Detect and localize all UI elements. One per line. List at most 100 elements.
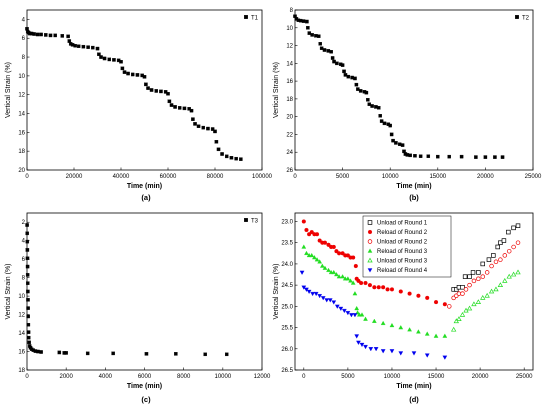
data-point (334, 272, 339, 277)
y-tick-label: 18 (286, 97, 293, 103)
data-point (515, 240, 521, 245)
data-point (470, 270, 476, 275)
data-point (319, 46, 324, 50)
data-point (348, 278, 353, 283)
x-tick-label: 2000 (59, 374, 73, 380)
data-point (305, 19, 309, 24)
data-point (450, 326, 457, 332)
x-tick-label: 12000 (254, 374, 271, 380)
data-point (483, 155, 488, 159)
x-tick-label: 20000 (477, 174, 494, 180)
data-point (489, 263, 494, 269)
data-point (376, 285, 381, 290)
data-point (39, 350, 43, 354)
data-point (301, 219, 306, 224)
data-point (354, 82, 359, 87)
data-point (119, 60, 123, 64)
legend-label: T2 (522, 16, 530, 22)
series-1 (451, 223, 521, 292)
data-point (25, 239, 30, 244)
data-point (326, 267, 331, 272)
data-point (350, 280, 356, 285)
data-point (359, 312, 365, 317)
data-point (371, 318, 377, 323)
data-point (398, 351, 404, 356)
data-point (416, 329, 421, 334)
data-point (326, 242, 331, 247)
y-tick-label: 25.5 (281, 326, 293, 332)
series-4 (301, 244, 448, 338)
data-point (332, 59, 336, 64)
data-point (142, 75, 147, 79)
data-point (356, 278, 361, 283)
data-point (460, 291, 465, 296)
data-point (193, 122, 197, 126)
data-point (340, 274, 345, 279)
data-point (91, 45, 95, 50)
data-point (475, 299, 482, 304)
data-point (335, 61, 339, 66)
data-point (182, 106, 187, 111)
x-tick-label: 10000 (384, 374, 401, 380)
data-point (484, 292, 490, 298)
data-point (317, 238, 322, 243)
legend-box (362, 215, 452, 278)
panel-label: (c) (141, 395, 151, 404)
panel-label: (d) (409, 395, 419, 404)
y-tick-label: 24.0 (281, 262, 293, 268)
data-point (329, 50, 333, 54)
data-point (130, 72, 135, 77)
data-point (471, 278, 477, 284)
y-tick-label: 10 (18, 294, 25, 300)
y-tick-label: 14 (286, 61, 293, 67)
legend-label: Unload of Round 1 (377, 221, 428, 227)
y-tick-label: 4 (22, 17, 26, 23)
data-point (317, 259, 323, 264)
y-tick-label: 4 (22, 239, 26, 245)
data-point (25, 273, 30, 277)
data-point (239, 157, 243, 161)
data-point (379, 119, 384, 123)
data-point (174, 352, 178, 356)
chart-panel-c: 0 2000 4000 6000 8000 10000 12000 2 4 6 8 10 12 14 16 1… (5, 212, 271, 404)
legend-label: Unload of Round 2 (377, 240, 428, 246)
data-point (400, 143, 405, 147)
data-point (206, 126, 210, 131)
y-tick-label: 14 (18, 112, 25, 118)
data-point (337, 251, 342, 256)
data-point (363, 344, 368, 350)
data-point (122, 70, 127, 74)
x-axis-label: Time (min) (127, 383, 162, 390)
data-point (378, 114, 382, 118)
data-point (502, 277, 508, 283)
data-point (86, 45, 90, 49)
data-point (501, 238, 507, 243)
data-point (234, 156, 238, 161)
data-point (53, 33, 57, 38)
data-point (433, 300, 439, 305)
data-point (99, 55, 103, 59)
data-point (331, 269, 337, 275)
y-tick-label: 8 (290, 8, 294, 14)
data-point (467, 282, 472, 288)
data-point (309, 230, 314, 235)
data-point (73, 44, 77, 48)
x-tick-label: 100000 (252, 174, 273, 180)
data-point (389, 132, 394, 137)
x-tick-label: 20000 (472, 374, 489, 380)
data-point (398, 289, 403, 294)
y-axis-label: Vertical Strain (%) (273, 263, 280, 319)
data-point (97, 52, 101, 56)
series-1 (293, 14, 505, 159)
data-point (354, 334, 360, 339)
data-point (442, 333, 448, 338)
x-tick-label: 15000 (429, 174, 446, 180)
data-point (442, 302, 447, 307)
data-point (336, 274, 342, 279)
data-point (85, 351, 90, 356)
data-point (506, 248, 512, 254)
data-point (456, 316, 462, 321)
y-tick-label: 16 (286, 79, 293, 85)
y-tick-label: 26 (286, 168, 293, 174)
x-tick-label: 0 (302, 374, 306, 380)
